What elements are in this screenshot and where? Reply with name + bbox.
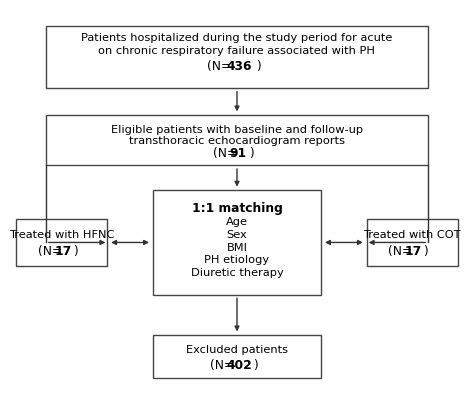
Text: Treated with HFNC: Treated with HFNC (9, 229, 115, 239)
Text: (N=: (N= (207, 60, 231, 73)
Text: Patients hospitalized during the study period for acute: Patients hospitalized during the study p… (82, 33, 392, 43)
Text: Sex: Sex (227, 229, 247, 239)
Text: ): ) (249, 147, 254, 160)
Bar (46, 116, 428, 166)
Text: ): ) (256, 60, 261, 73)
Bar (46, 27, 428, 89)
Text: 17: 17 (405, 245, 422, 258)
Text: Excluded patients: Excluded patients (186, 344, 288, 354)
Text: ): ) (423, 245, 428, 258)
Text: ): ) (73, 245, 78, 258)
Text: Treated with COT: Treated with COT (364, 229, 461, 239)
Text: 17: 17 (55, 245, 72, 258)
Text: (N=: (N= (388, 245, 412, 258)
Text: 402: 402 (226, 358, 252, 371)
Bar (16, 220, 107, 266)
Bar (153, 191, 321, 295)
Text: on chronic respiratory failure associated with PH: on chronic respiratory failure associate… (99, 46, 375, 56)
Bar (367, 220, 458, 266)
Text: PH etiology: PH etiology (204, 255, 270, 265)
Text: (N=: (N= (213, 147, 237, 160)
Text: transthoracic echocardiogram reports: transthoracic echocardiogram reports (129, 136, 345, 146)
Text: (N=: (N= (38, 245, 62, 258)
Text: BMI: BMI (227, 242, 247, 252)
Text: 436: 436 (226, 60, 252, 73)
Text: (N=: (N= (210, 358, 234, 371)
Text: Eligible patients with baseline and follow-up: Eligible patients with baseline and foll… (111, 124, 363, 134)
Text: 91: 91 (230, 147, 247, 160)
Bar (153, 335, 321, 378)
Text: Diuretic therapy: Diuretic therapy (191, 267, 283, 277)
Text: Age: Age (226, 217, 248, 227)
Text: ): ) (253, 358, 257, 371)
Text: 1:1 matching: 1:1 matching (191, 202, 283, 215)
